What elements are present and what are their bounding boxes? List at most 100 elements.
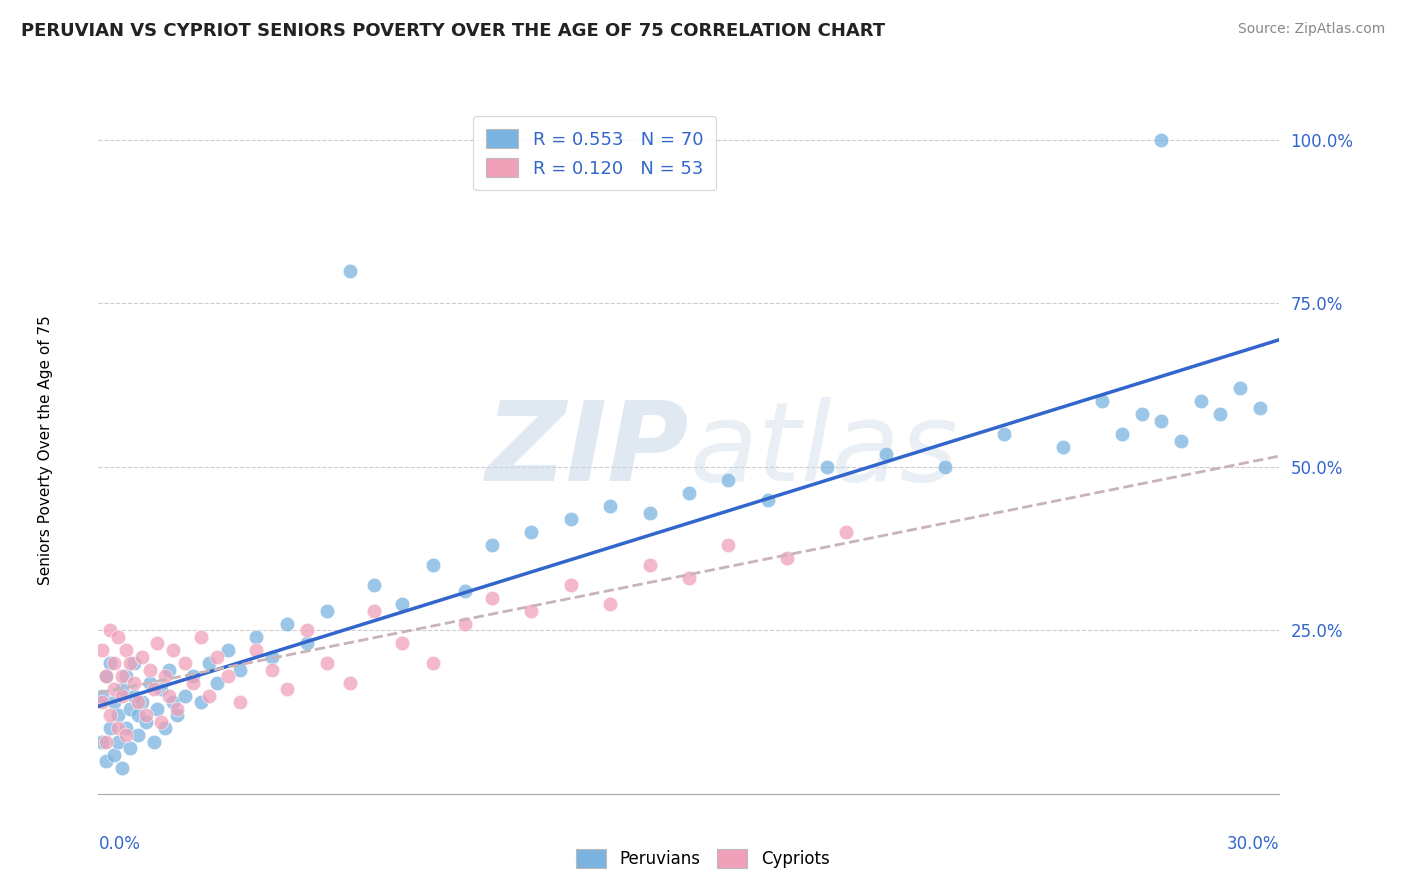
Point — [678, 486, 700, 500]
Point — [835, 525, 858, 540]
Point — [91, 643, 114, 657]
Point — [245, 643, 267, 657]
Point — [131, 695, 153, 709]
Point — [107, 734, 129, 748]
Point — [875, 447, 897, 461]
Point — [115, 722, 138, 736]
Point — [481, 591, 503, 605]
Point — [1150, 133, 1173, 147]
Point — [103, 682, 125, 697]
Text: Source: ZipAtlas.com: Source: ZipAtlas.com — [1237, 22, 1385, 37]
Point — [155, 669, 177, 683]
Point — [295, 636, 318, 650]
Point — [339, 675, 361, 690]
Point — [197, 689, 219, 703]
Point — [166, 708, 188, 723]
Point — [131, 649, 153, 664]
Point — [717, 473, 740, 487]
Text: Seniors Poverty Over the Age of 75: Seniors Poverty Over the Age of 75 — [38, 316, 53, 585]
Point — [1052, 440, 1074, 454]
Point — [91, 734, 114, 748]
Point — [1189, 394, 1212, 409]
Point — [229, 695, 252, 709]
Point — [115, 643, 138, 657]
Point — [205, 675, 228, 690]
Point — [127, 728, 149, 742]
Point — [166, 702, 188, 716]
Point — [295, 624, 318, 638]
Point — [127, 695, 149, 709]
Text: 30.0%: 30.0% — [1227, 835, 1279, 853]
Point — [118, 702, 141, 716]
Point — [520, 525, 543, 540]
Point — [118, 656, 141, 670]
Point — [1091, 394, 1114, 409]
Point — [339, 263, 361, 277]
Point — [363, 604, 385, 618]
Point — [122, 675, 145, 690]
Point — [1209, 408, 1232, 422]
Point — [229, 663, 252, 677]
Point — [150, 682, 173, 697]
Point — [103, 747, 125, 762]
Point — [115, 728, 138, 742]
Point — [190, 630, 212, 644]
Point — [315, 656, 337, 670]
Point — [181, 675, 204, 690]
Point — [174, 689, 197, 703]
Point — [391, 597, 413, 611]
Point — [111, 761, 134, 775]
Text: ZIP: ZIP — [485, 397, 689, 504]
Point — [91, 695, 114, 709]
Point — [111, 682, 134, 697]
Point — [111, 669, 134, 683]
Point — [190, 695, 212, 709]
Point — [98, 722, 121, 736]
Point — [103, 695, 125, 709]
Point — [98, 656, 121, 670]
Point — [1111, 427, 1133, 442]
Point — [276, 682, 298, 697]
Point — [520, 604, 543, 618]
Point — [96, 669, 118, 683]
Point — [453, 616, 475, 631]
Point — [599, 597, 621, 611]
Point — [756, 492, 779, 507]
Point — [162, 695, 184, 709]
Point — [107, 630, 129, 644]
Point — [1229, 381, 1251, 395]
Point — [260, 649, 283, 664]
Point — [453, 584, 475, 599]
Point — [993, 427, 1015, 442]
Point — [98, 708, 121, 723]
Point — [560, 512, 582, 526]
Point — [142, 734, 165, 748]
Point — [560, 577, 582, 591]
Point — [138, 663, 160, 677]
Point — [815, 459, 838, 474]
Point — [146, 636, 169, 650]
Text: PERUVIAN VS CYPRIOT SENIORS POVERTY OVER THE AGE OF 75 CORRELATION CHART: PERUVIAN VS CYPRIOT SENIORS POVERTY OVER… — [21, 22, 886, 40]
Point — [96, 734, 118, 748]
Point — [115, 669, 138, 683]
Point — [776, 551, 799, 566]
Point — [1130, 408, 1153, 422]
Point — [174, 656, 197, 670]
Point — [205, 649, 228, 664]
Point — [391, 636, 413, 650]
Point — [1249, 401, 1271, 415]
Point — [678, 571, 700, 585]
Text: 0.0%: 0.0% — [98, 835, 141, 853]
Point — [157, 689, 180, 703]
Point — [91, 689, 114, 703]
Point — [122, 656, 145, 670]
Point — [315, 604, 337, 618]
Point — [245, 630, 267, 644]
Point — [107, 708, 129, 723]
Point — [197, 656, 219, 670]
Point — [98, 624, 121, 638]
Point — [599, 499, 621, 513]
Point — [103, 656, 125, 670]
Point — [717, 538, 740, 552]
Point — [142, 682, 165, 697]
